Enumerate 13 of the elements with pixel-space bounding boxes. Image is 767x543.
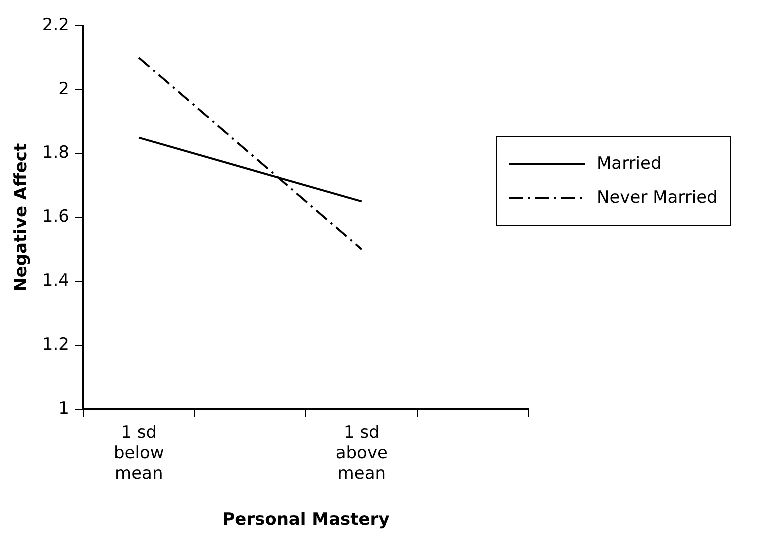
y-tick-label: 1.6 — [42, 207, 70, 228]
x-axis-title: Personal Mastery — [222, 510, 390, 530]
y-tick-label: 2 — [58, 79, 70, 100]
x-tick-label: 1 sd below mean — [114, 423, 164, 484]
y-tick-label: 1.8 — [42, 143, 70, 164]
y-axis-title: Negative Affect — [12, 143, 32, 292]
y-tick-label: 2.2 — [42, 15, 70, 36]
y-tick-label: 1.4 — [42, 271, 70, 292]
y-tick-label: 1 — [58, 398, 70, 419]
y-tick-label: 1.2 — [42, 334, 70, 355]
x-tick-label: 1 sd above mean — [336, 423, 388, 484]
legend-label: Married — [597, 154, 662, 174]
legend-label: Never Married — [597, 188, 718, 208]
